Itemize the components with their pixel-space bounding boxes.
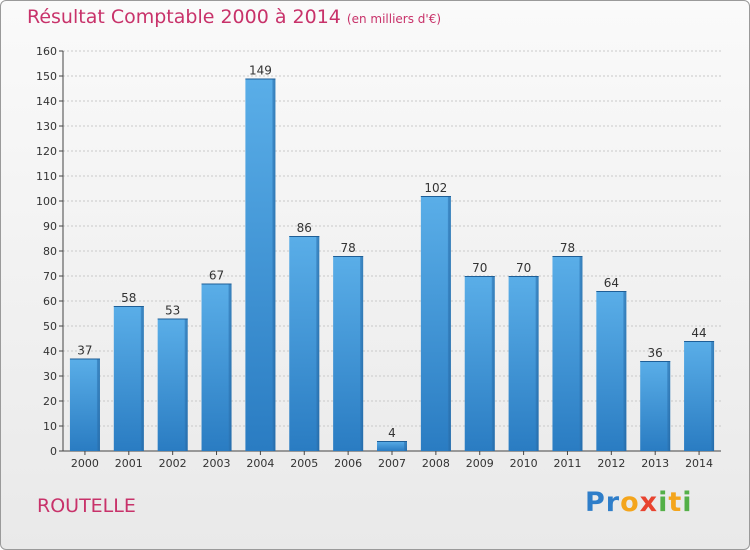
data-label: 78 [340,241,355,255]
data-label: 53 [165,304,180,318]
bar-shade [272,78,276,451]
bar [420,196,451,451]
chart-subtitle: (en milliers d'€) [346,12,442,26]
y-tick-label: 60 [43,295,57,308]
place-name: ROUTELLE [37,495,136,517]
bar [377,441,407,451]
x-tick-label: 2014 [685,457,713,470]
y-tick-label: 10 [43,420,57,433]
bar-shade [184,318,188,451]
y-tick-label: 160 [36,45,57,58]
x-tick-label: 2002 [159,457,187,470]
bar [69,358,100,451]
x-tick-label: 2011 [553,457,581,470]
x-tick-label: 2000 [71,457,99,470]
data-label: 70 [516,261,531,275]
y-tick-label: 70 [43,270,57,283]
bar [113,306,144,451]
data-label: 149 [249,64,272,78]
bar [245,78,276,451]
x-tick-label: 2012 [597,457,625,470]
bar-shade [667,361,671,451]
data-label: 37 [77,344,92,358]
bar [464,276,495,451]
y-tick-label: 50 [43,320,57,333]
x-tick-label: 2009 [466,457,494,470]
bar [552,256,583,451]
data-label: 4 [388,426,396,440]
y-tick-label: 140 [36,95,57,108]
x-tick-label: 2001 [115,457,143,470]
bar [684,341,715,451]
bar-shade [491,276,495,451]
bar [596,291,627,451]
bar-shade [360,256,364,451]
bar [640,361,671,451]
y-tick-label: 30 [43,370,57,383]
bar-shade [623,291,627,451]
y-tick-label: 150 [36,70,57,83]
x-tick-label: 2003 [203,457,231,470]
y-tick-label: 120 [36,145,57,158]
proxiti-logo: Proxiti [585,487,693,518]
bar-shade [579,256,583,451]
x-tick-label: 2004 [246,457,274,470]
bar-shade [404,441,407,451]
data-label: 67 [209,269,224,283]
y-tick-label: 110 [36,170,57,183]
bar [333,256,364,451]
chart-title-text: Résultat Comptable 2000 à 2014 [27,6,341,28]
x-tick-label: 2005 [290,457,318,470]
bar-shade [140,306,144,451]
data-label: 86 [297,221,312,235]
y-tick-label: 80 [43,245,57,258]
y-tick-label: 0 [50,445,57,458]
bar [201,283,232,451]
bar-shade [447,196,451,451]
data-label: 102 [424,181,447,195]
x-tick-label: 2007 [378,457,406,470]
data-label: 64 [604,276,619,290]
data-label: 70 [472,261,487,275]
bar-shade [711,341,715,451]
bar-shade [228,283,232,451]
y-tick-label: 40 [43,345,57,358]
data-label: 58 [121,291,136,305]
y-tick-label: 90 [43,220,57,233]
y-tick-label: 20 [43,395,57,408]
bar [289,236,320,451]
x-tick-label: 2010 [510,457,538,470]
bar [508,276,539,451]
data-label: 36 [648,346,663,360]
y-tick-label: 100 [36,195,57,208]
x-tick-label: 2006 [334,457,362,470]
data-label: 44 [691,326,706,340]
data-label: 78 [560,241,575,255]
x-tick-label: 2008 [422,457,450,470]
x-tick-label: 2013 [641,457,669,470]
y-tick-label: 130 [36,120,57,133]
bar [157,318,188,451]
bar-shade [96,358,100,451]
bar-shade [316,236,320,451]
bar-shade [535,276,539,451]
chart-title: Résultat Comptable 2000 à 2014 (en millie… [27,6,441,28]
